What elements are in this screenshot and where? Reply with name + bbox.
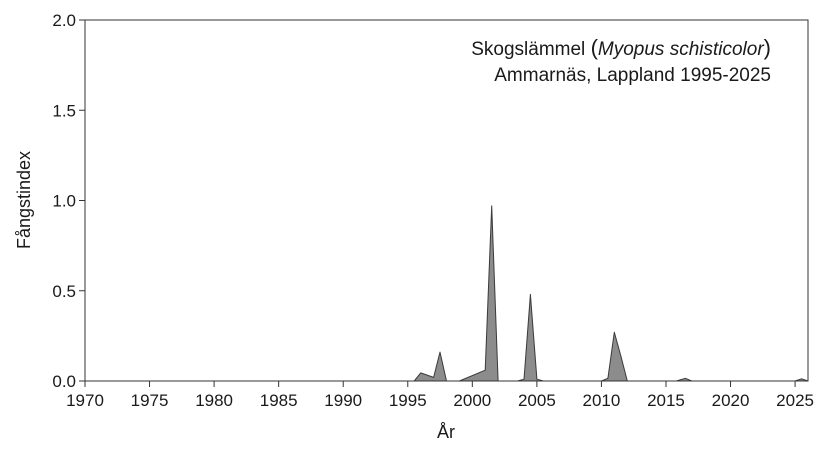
y-tick-label: 1.5 <box>52 101 76 120</box>
y-tick-label: 0.5 <box>52 282 76 301</box>
x-tick-label: 2010 <box>583 391 621 410</box>
x-tick-label: 2005 <box>518 391 556 410</box>
x-tick-label: 1985 <box>260 391 298 410</box>
title-species: Myopus schisticolor <box>598 39 764 60</box>
area-segment-1 <box>413 351 447 382</box>
data-areas <box>413 205 809 382</box>
x-tick-label: 1990 <box>324 391 362 410</box>
x-axis: 1970 1975 1980 1985 1990 1995 2000 2005 2010 2015… <box>66 381 814 410</box>
x-tick-label: 1970 <box>66 391 104 410</box>
y-tick-label: 2.0 <box>52 11 76 30</box>
chart-title-line2: Ammarnäs, Lappland 1995-2025 <box>494 65 771 86</box>
y-axis-label: Fångstindex <box>14 151 34 249</box>
title-prefix: Skogslämmel <box>471 39 590 60</box>
x-axis-label: År <box>437 422 455 442</box>
x-tick-label: 1975 <box>131 391 169 410</box>
x-tick-label: 2000 <box>453 391 491 410</box>
area-segment-2 <box>458 205 499 382</box>
area-segment-3 <box>517 293 544 382</box>
title-open-paren: ( <box>591 35 599 60</box>
x-tick-label: 2020 <box>712 391 750 410</box>
x-tick-label: 2015 <box>647 391 685 410</box>
y-tick-label: 0.0 <box>52 372 76 391</box>
x-tick-label: 1980 <box>195 391 233 410</box>
chart-title-line1: Skogslämmel (Myopus schisticolor) <box>471 35 771 60</box>
area-segment-4 <box>600 331 628 382</box>
y-tick-label: 1.0 <box>52 192 76 211</box>
title-close-paren: ) <box>764 35 771 60</box>
x-tick-label: 2025 <box>776 391 814 410</box>
y-axis: 0.0 0.5 1.0 1.5 2.0 <box>52 11 85 391</box>
x-tick-label: 1995 <box>389 391 427 410</box>
